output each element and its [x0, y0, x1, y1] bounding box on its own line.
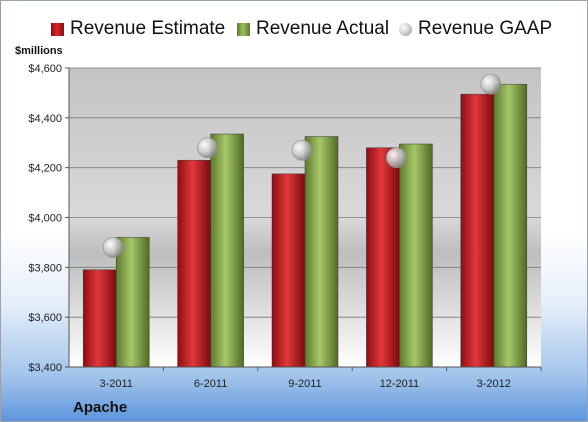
marker-revenue-gaap-3-2011 — [102, 237, 124, 258]
legend-swatch-estimate — [51, 22, 64, 36]
marker-revenue-gaap-6-2011 — [197, 137, 218, 159]
x-tick-label: 12-2011 — [380, 378, 420, 390]
legend-label-gaap: Revenue GAAP — [418, 18, 553, 39]
y-tick-label: $4,400 — [28, 113, 62, 125]
marker-revenue-gaap-12-2011 — [386, 147, 407, 168]
legend-label-estimate: Revenue Estimate — [70, 18, 226, 39]
bar-revenue-estimate-9-2011 — [271, 173, 306, 368]
marker-revenue-gaap-3-2012 — [480, 73, 502, 95]
y-tick-label: $4,600 — [28, 63, 62, 75]
company-name: Apache — [73, 399, 128, 416]
y-tick-label: $4,000 — [28, 213, 62, 225]
bar-revenue-actual-3-2012 — [493, 83, 528, 368]
x-tick-label: 3-2012 — [477, 378, 511, 390]
marker-revenue-gaap-9-2011 — [291, 139, 313, 161]
legend-item-actual: Revenue Actual — [237, 15, 389, 43]
legend-marker-gaap — [399, 22, 412, 36]
x-tick-label: 3-2011 — [99, 378, 132, 390]
x-tick-label: 9-2011 — [288, 378, 321, 390]
x-tick-label: 6-2011 — [194, 378, 227, 390]
bar-revenue-estimate-6-2011 — [177, 159, 211, 368]
legend-item-gaap: Revenue GAAP — [399, 15, 552, 43]
y-tick-label: $4,200 — [28, 163, 62, 175]
bar-revenue-actual-6-2011 — [210, 133, 244, 368]
bar-revenue-actual-9-2011 — [304, 136, 339, 368]
y-tick-label: $3,400 — [28, 362, 62, 374]
bar-revenue-estimate-3-2012 — [460, 93, 495, 368]
y-tick-label: $3,800 — [28, 262, 62, 274]
y-axis-label: $millions — [15, 45, 63, 57]
legend: Revenue Estimate Revenue Actual Revenue … — [1, 15, 587, 43]
bar-revenue-actual-12-2011 — [399, 143, 433, 368]
bar-revenue-estimate-12-2011 — [366, 147, 400, 368]
legend-item-estimate: Revenue Estimate — [51, 15, 225, 43]
legend-swatch-actual — [237, 22, 250, 36]
bar-revenue-estimate-3-2011 — [82, 269, 117, 368]
bar-revenue-actual-3-2011 — [115, 237, 150, 368]
y-tick-label: $3,600 — [28, 312, 62, 324]
legend-label-actual: Revenue Actual — [256, 18, 390, 39]
